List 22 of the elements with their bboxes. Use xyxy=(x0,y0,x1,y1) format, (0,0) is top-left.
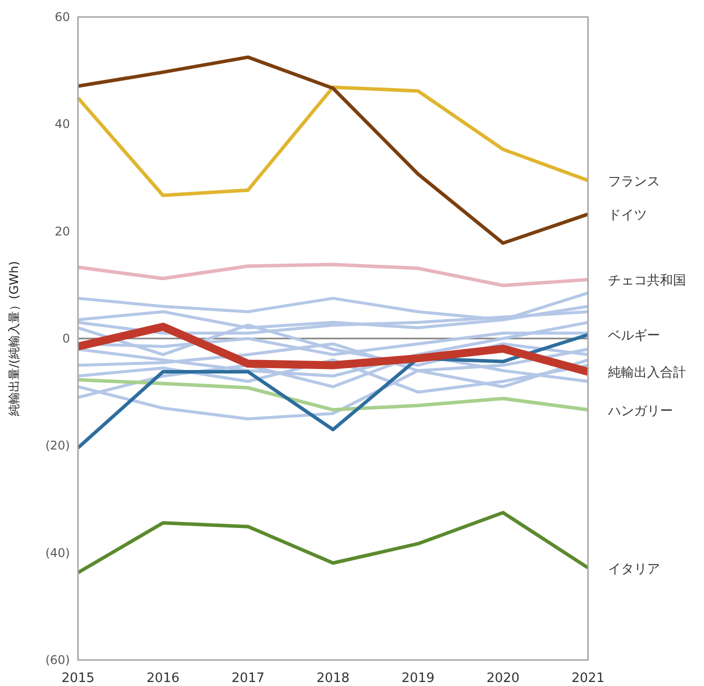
x-tick-label: 2015 xyxy=(61,671,95,686)
y-tick-label: 40 xyxy=(54,117,70,132)
x-tick-label: 2017 xyxy=(231,671,265,686)
series-label: ドイツ xyxy=(608,208,647,224)
x-tick-label: 2018 xyxy=(316,671,350,686)
y-tick-label: (60) xyxy=(45,653,70,667)
series-label: ベルギー xyxy=(608,328,660,344)
series-label: イタリア xyxy=(608,562,660,577)
y-tick-label: (40) xyxy=(45,546,70,560)
series-label: チェコ共和国 xyxy=(608,274,686,289)
y-tick-label: 20 xyxy=(54,224,70,238)
y-axis-title: 純輸出量/(純輸入量）(GWh) xyxy=(7,261,21,416)
x-tick-label: 2021 xyxy=(571,671,605,686)
y-tick-label: (20) xyxy=(45,438,70,453)
series-label: 純輸出入合計 xyxy=(608,366,686,381)
y-tick-label: 0 xyxy=(62,332,70,346)
x-tick-label: 2019 xyxy=(401,671,435,686)
series-label: ハンガリー xyxy=(607,404,673,419)
series-label: フランス xyxy=(608,174,660,190)
x-tick-label: 2020 xyxy=(486,671,520,686)
x-tick-label: 2016 xyxy=(146,671,180,686)
y-tick-label: 60 xyxy=(54,10,70,24)
